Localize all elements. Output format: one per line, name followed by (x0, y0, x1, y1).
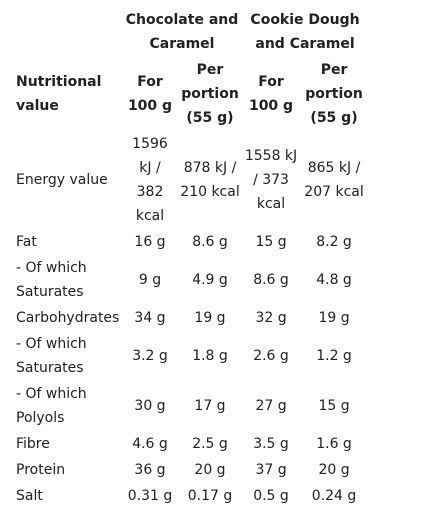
cell: 1.6 g (316, 436, 352, 452)
cell: 8.6 g (253, 272, 289, 288)
group-row: Chocolate and Caramel Cookie Dough and C… (12, 7, 368, 57)
cell: 0.31 g (127, 488, 173, 504)
table-row: Fat 16 g 8.6 g 15 g 8.2 g (12, 229, 368, 255)
row-label: Carbohydrates (16, 310, 120, 326)
cell: 2.6 g (253, 348, 289, 364)
cell: 32 g (255, 310, 287, 326)
cell: 4.8 g (316, 272, 352, 288)
row-label: Salt (16, 488, 43, 504)
cell: 8.2 g (316, 234, 352, 250)
group-header: Chocolate and Caramel (125, 12, 239, 52)
cell: 878 kJ / 210 kcal (180, 160, 240, 200)
column-header: Per portion (55 g) (181, 62, 239, 126)
cell: 27 g (255, 398, 287, 414)
table-row: Protein 36 g 20 g 37 g 20 g (12, 457, 368, 483)
empty-cell (12, 7, 122, 57)
column-header: For 100 g (127, 74, 173, 114)
cell: 0.24 g (311, 488, 357, 504)
table-row: Fibre 4.6 g 2.5 g 3.5 g 1.6 g (12, 431, 368, 457)
cell: 0.5 g (253, 488, 289, 504)
cell: 4.9 g (192, 272, 228, 288)
row-label: Fibre (16, 436, 50, 452)
cell: 865 kJ / 207 kcal (304, 160, 364, 200)
cell: 15 g (255, 234, 287, 250)
row-label: - Of which Polyols (16, 386, 87, 426)
cell: 30 g (134, 398, 166, 414)
page: Chocolate and Caramel Cookie Dough and C… (16, 12, 364, 504)
group-header: Cookie Dough and Caramel (250, 12, 360, 52)
cell: 1.8 g (192, 348, 228, 364)
column-header: For 100 g (248, 74, 294, 114)
table-row: - Of which Polyols 30 g 17 g 27 g 15 g (12, 381, 368, 431)
cell: 36 g (134, 462, 166, 478)
row-label: Protein (16, 462, 66, 478)
cell: 1.2 g (316, 348, 352, 364)
cell: 17 g (194, 398, 226, 414)
table-row: Carbohydrates 34 g 19 g 32 g 19 g (12, 305, 368, 331)
cell: 20 g (318, 462, 350, 478)
cell: 3.2 g (132, 348, 168, 364)
cell: 9 g (138, 272, 162, 288)
cell: 15 g (318, 398, 350, 414)
column-header: Nutritional value (16, 74, 102, 114)
column-header: Per portion (55 g) (305, 62, 363, 126)
column-row: Nutritional value For 100 g Per portion (5… (12, 57, 368, 131)
cell: 0.17 g (187, 488, 233, 504)
table-row: - Of which Saturates 3.2 g 1.8 g 2.6 g 1.2 g (12, 331, 368, 381)
cell: 20 g (194, 462, 226, 478)
nutrition-table: Chocolate and Caramel Cookie Dough and C… (12, 7, 368, 509)
cell: 1558 kJ / 373 kcal (244, 148, 298, 212)
row-label: Energy value (16, 172, 108, 188)
cell: 16 g (134, 234, 166, 250)
cell: 37 g (255, 462, 287, 478)
cell: 3.5 g (253, 436, 289, 452)
cell: 1596 kJ / 382 kcal (132, 136, 168, 224)
row-label: - Of which Saturates (16, 336, 87, 376)
row-label: - Of which Saturates (16, 260, 87, 300)
table-header: Chocolate and Caramel Cookie Dough and C… (12, 7, 368, 131)
cell: 8.6 g (192, 234, 228, 250)
table-row: Salt 0.31 g 0.17 g 0.5 g 0.24 g (12, 483, 368, 509)
cell: 34 g (134, 310, 166, 326)
table-row: - Of which Saturates 9 g 4.9 g 8.6 g 4.8 g (12, 255, 368, 305)
cell: 4.6 g (132, 436, 168, 452)
row-label: Fat (16, 234, 37, 250)
cell: 2.5 g (192, 436, 228, 452)
table-row: Energy value 1596 kJ / 382 kcal 878 kJ / 2… (12, 131, 368, 229)
table-body: Energy value 1596 kJ / 382 kcal 878 kJ / 2… (12, 131, 368, 509)
cell: 19 g (194, 310, 226, 326)
cell: 19 g (318, 310, 350, 326)
